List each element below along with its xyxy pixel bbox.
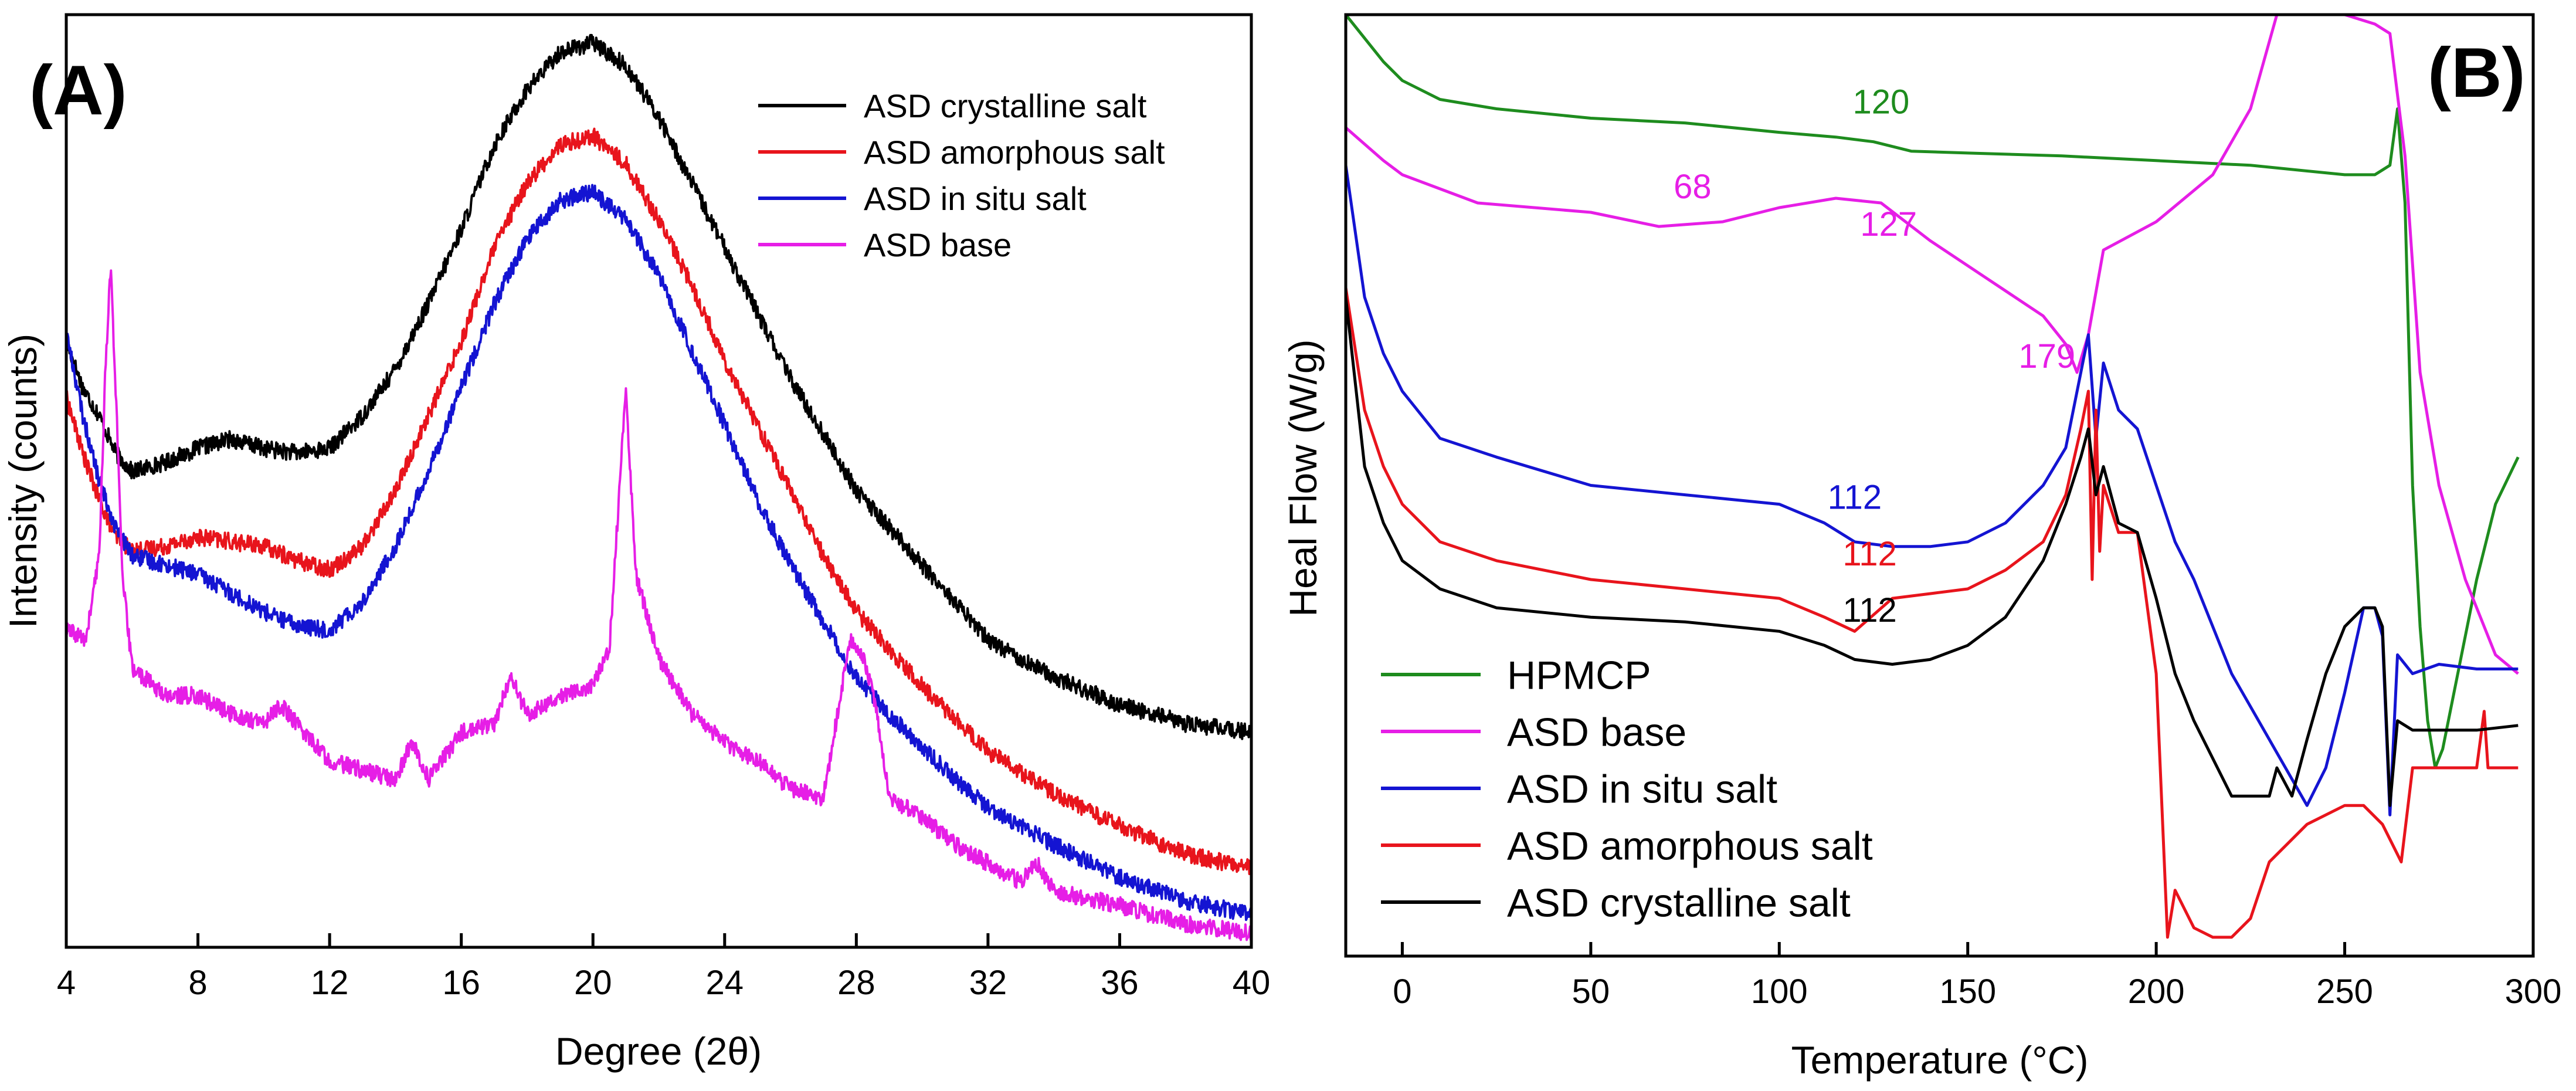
- panel-b-series-asd-crystalline-salt: [1344, 297, 2519, 807]
- panel-a-legend-label-asd-crystalline-salt: ASD crystalline salt: [864, 87, 1147, 124]
- panel-a-legend: ASD crystalline salt ASD amorphous salt AS…: [758, 87, 1165, 263]
- panel-a-series-asd-crystalline-salt: [65, 33, 1253, 740]
- panel-a-legend-label-asd-base: ASD base: [864, 226, 1012, 263]
- panel-b-x-tick-label: 100: [1751, 973, 1808, 1011]
- panel-b-series-hpmcp: [1345, 13, 2520, 770]
- panel-b-legend-label-asd-in-situ-salt: ASD in situ salt: [1507, 767, 1777, 811]
- panel-b-legend-label-asd-amorphous-salt: ASD amorphous salt: [1507, 824, 1873, 868]
- panel-b-annotation-4: 112: [1828, 479, 1882, 517]
- panel-b-annotations: 120 68 127 179 112 112 112: [1674, 83, 2075, 630]
- panel-a-x-tick-label: 32: [969, 964, 1007, 1002]
- panel-a-series-asd-in-situ-salt: [65, 184, 1253, 921]
- panel-b-label: (B): [2428, 33, 2526, 112]
- panel-b-series-asd-in-situ-salt: [1344, 165, 2519, 816]
- panel-b-x-tick-label: 150: [1939, 973, 1996, 1011]
- panel-b-x-tick-label: 250: [2316, 973, 2373, 1011]
- panel-b-x-tick-label: 50: [1572, 973, 1610, 1011]
- panel-a-x-tick-label: 8: [188, 964, 207, 1002]
- panel-a-x-tick-label: 28: [837, 964, 875, 1002]
- panel-a-x-tick-label: 16: [442, 964, 480, 1002]
- panel-b-x-tick-label: 200: [2128, 973, 2185, 1011]
- panel-a-x-tick-label: 40: [1233, 964, 1271, 1002]
- panel-b-y-axis-label: Heal Flow (W/g): [1281, 339, 1325, 616]
- panel-a-x-tick-label: 24: [706, 964, 744, 1002]
- panel-b-legend-label-asd-crystalline-salt: ASD crystalline salt: [1507, 880, 1851, 925]
- panel-b-legend-label-hpmcp: HPMCP: [1507, 653, 1651, 697]
- panel-a-plot-frame: [65, 13, 1253, 949]
- panel-a-x-axis-label: Degree (2θ): [555, 1029, 762, 1073]
- panel-a-legend-label-asd-in-situ-salt: ASD in situ salt: [864, 180, 1087, 217]
- panel-b-annotation-0: 120: [1852, 83, 1909, 121]
- panel-a-series-asd-amorphous-salt: [65, 127, 1253, 875]
- panel-a-series-asd-base: [65, 269, 1253, 941]
- panel-b-x-tick-label: 0: [1393, 973, 1411, 1011]
- panel-b-legend: HPMCP ASD base ASD in situ salt ASD amorpho…: [1381, 653, 1873, 925]
- panel-a: 4 8 12 16 20 24 28 32 36 40 (A) Degree (2θ) Inten…: [1, 13, 1270, 1073]
- panel-b-annotation-2: 127: [1860, 205, 1917, 243]
- panel-b-annotation-5: 112: [1842, 535, 1896, 573]
- panel-b-legend-label-asd-base: ASD base: [1507, 710, 1686, 754]
- panel-b-x-ticks: 0 50 100 150 200 250 300: [1393, 942, 2561, 1011]
- panel-b-series-group: [1344, 13, 2520, 939]
- panel-b-series-asd-amorphous-salt: [1344, 287, 2519, 939]
- panel-a-series-group: [65, 33, 1253, 941]
- panel-a-label: (A): [29, 51, 127, 130]
- panel-a-legend-label-asd-amorphous-salt: ASD amorphous salt: [864, 134, 1165, 171]
- panel-b-annotation-1: 68: [1674, 168, 1712, 206]
- panel-b-annotation-3: 179: [2018, 337, 2075, 375]
- panel-b-annotation-6: 112: [1842, 591, 1896, 629]
- panel-a-x-tick-label: 4: [57, 964, 76, 1002]
- panel-a-x-tick-label: 12: [311, 964, 349, 1002]
- panel-b: 0 50 100 150 200 250 300 (B) Temperature (°C) …: [1281, 13, 2561, 1082]
- panel-a-y-axis-label: Intensity (counts): [1, 334, 45, 629]
- panel-b-plot-frame: [1344, 13, 2535, 958]
- panel-b-x-tick-label: 300: [2505, 973, 2562, 1011]
- panel-a-x-ticks: 4 8 12 16 20 24 28 32 36 40: [57, 933, 1270, 1002]
- panel-b-x-axis-label: Temperature (°C): [1791, 1038, 2089, 1082]
- panel-a-x-tick-label: 20: [574, 964, 612, 1002]
- panel-a-x-tick-label: 36: [1101, 964, 1139, 1002]
